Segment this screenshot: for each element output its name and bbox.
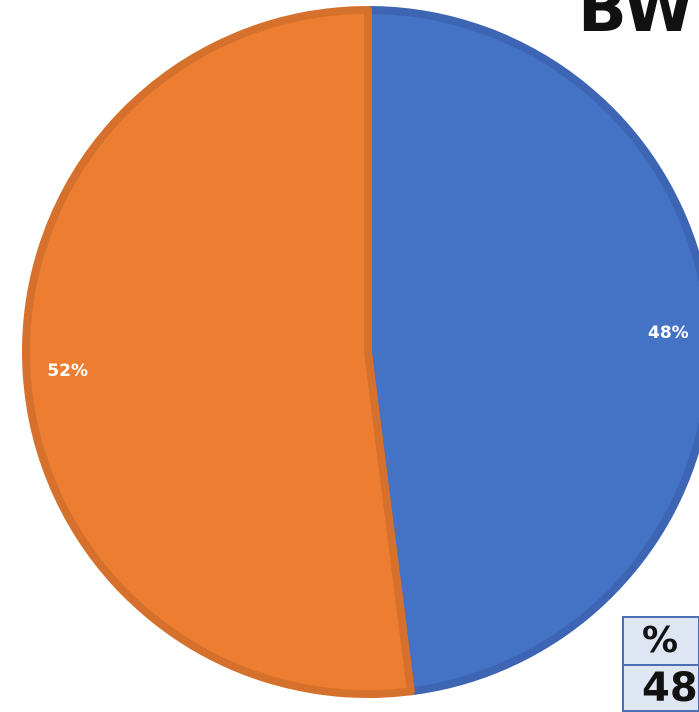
table-value-cell: 48 — [622, 664, 699, 712]
chart-title: BW — [578, 0, 694, 47]
table-header-cell: % — [622, 616, 699, 666]
table-header-row: % — [622, 616, 699, 666]
table-value-row: 48 — [622, 664, 699, 712]
data-table: % 48 — [622, 616, 699, 712]
pie-slice-label-1: 52% — [47, 361, 88, 381]
pie-slice-0 — [364, 6, 699, 696]
pie-slice-1 — [22, 6, 415, 698]
pie-slice-label-0: 48% — [648, 323, 689, 343]
